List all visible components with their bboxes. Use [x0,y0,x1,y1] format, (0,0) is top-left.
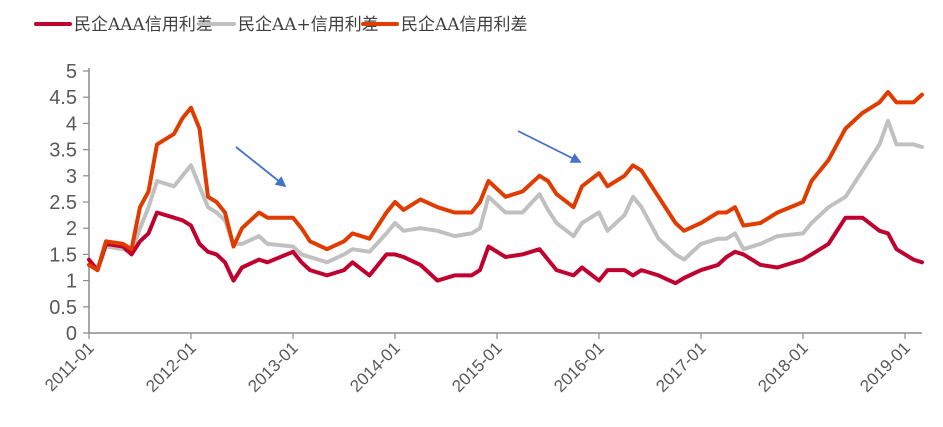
x-tick-label: 2012-01 [142,338,200,396]
legend-label-2: 民企AA信用利差 [401,15,528,35]
y-tick-label: 0 [66,323,77,345]
y-tick-label: 4.5 [49,87,77,109]
trend-arrow-icon [235,146,287,188]
y-tick-label: 2.5 [49,192,77,214]
x-tick-label: 2019-01 [856,338,914,396]
y-tick-label: 1 [66,271,77,293]
y-tick-label: 4 [66,113,77,135]
legend-label-1: 民企AA+信用利差 [238,15,379,35]
y-tick-label: 3.5 [49,140,77,162]
trend-arrow-icon [517,130,582,163]
y-tick-label: 0.5 [49,297,77,319]
series-group [87,90,924,286]
y-tick-label: 1.5 [49,244,77,266]
x-tick-label: 2016-01 [550,338,608,396]
x-tick-label: 2015-01 [448,338,506,396]
series-line-2 [87,90,924,273]
x-tick-label: 2017-01 [652,338,710,396]
x-tick-label: 2013-01 [244,338,302,396]
series-line-0 [87,210,924,286]
annotations [235,130,582,188]
legend-label-0: 民企AAA信用利差 [74,15,213,35]
legend: 民企AAA信用利差 民企AA+信用利差 民企AA信用利差 [34,15,528,35]
y-tick-label: 3 [66,166,77,188]
y-tick-label: 2 [66,218,77,240]
x-tick-label: 2011-01 [41,338,98,395]
y-tick-label: 5 [66,61,77,83]
series-line-1 [87,118,924,273]
x-tick-label: 2018-01 [754,338,812,396]
x-tick-label: 2014-01 [346,338,404,396]
